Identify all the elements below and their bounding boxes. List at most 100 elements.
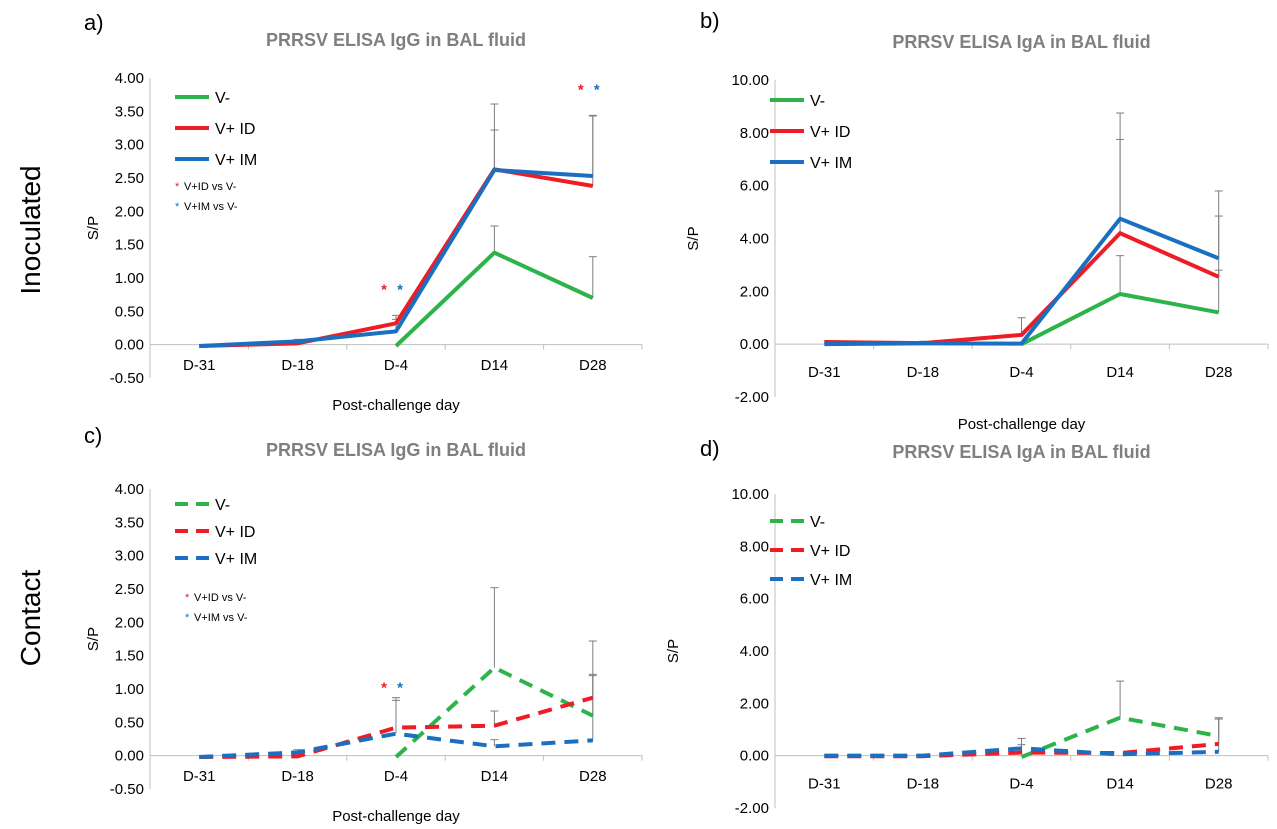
panel-a-x-title: Post-challenge day xyxy=(332,397,460,414)
panel-c-annotation-label: V+ID vs V- xyxy=(194,592,247,604)
panel-c-ytick-label: 0.50 xyxy=(115,714,144,731)
panel-a-annotation-label: V+ID vs V- xyxy=(184,181,237,193)
panel-a-series-v-line xyxy=(394,250,594,348)
panel-b-legend-label: V+ IM xyxy=(810,155,852,172)
panel-c-y-title: S/P xyxy=(85,627,102,651)
panel-c-legend-label: V+ ID xyxy=(215,524,255,541)
panel-b-xtick-label: D28 xyxy=(1205,364,1233,381)
panel-d-xtick-label: D14 xyxy=(1106,776,1134,793)
panel-c-ytick-label: 1.00 xyxy=(115,681,144,698)
panel-a-y-title: S/P xyxy=(85,216,102,240)
panel-a-significance-star: * xyxy=(578,82,584,99)
panel-b-title: PRRSV ELISA IgA in BAL fluid xyxy=(892,32,1150,52)
panel-c-chart: c) PRRSV ELISA IgG in BAL fluid -0.50 0.00 0… xyxy=(84,423,643,825)
panel-a-annotation-star: * xyxy=(175,201,180,213)
panel-b-series-v-line xyxy=(1020,291,1220,346)
panel-a-ytick-label: 2.00 xyxy=(115,203,144,220)
panel-c-ytick-label: -0.50 xyxy=(110,781,144,798)
panel-d-ytick-label: 6.00 xyxy=(740,591,769,608)
panel-c-series-vid-line xyxy=(199,695,594,759)
panel-d-legend-label: V- xyxy=(810,514,825,531)
panel-c-xtick-label: D28 xyxy=(579,768,607,785)
panel-a-ytick-label: 4.00 xyxy=(115,70,144,87)
panel-b-legend-label: V+ ID xyxy=(810,124,850,141)
panel-a-title: PRRSV ELISA IgG in BAL fluid xyxy=(266,30,526,50)
panel-b-ytick-label: 0.00 xyxy=(740,336,769,353)
panel-d-ytick-label: 2.00 xyxy=(740,695,769,712)
panel-c-x-title: Post-challenge day xyxy=(332,808,460,825)
panel-a-ytick-label: 3.00 xyxy=(115,137,144,154)
panel-d-xtick-label: D28 xyxy=(1205,776,1233,793)
panel-d-xtick-label: D-4 xyxy=(1009,776,1033,793)
panel-a-xtick-label: D28 xyxy=(579,357,607,374)
panel-c-annotation-star: * xyxy=(185,612,190,624)
panel-c-ytick-label: 2.00 xyxy=(115,614,144,631)
panel-c-xtick-label: D-31 xyxy=(183,768,216,785)
panel-a-series-vim-line xyxy=(199,168,593,348)
panel-c-ytick-label: 4.00 xyxy=(115,481,144,498)
panel-c-legend-label: V+ IM xyxy=(215,551,257,568)
row-label-contact: Contact xyxy=(15,570,46,667)
panel-a-significance-star: * xyxy=(594,82,600,99)
panel-c-ytick-label: 2.50 xyxy=(115,581,144,598)
panel-b-ytick-label: -2.00 xyxy=(735,389,769,406)
panel-d-legend-label: V+ ID xyxy=(810,543,850,560)
panel-c-annotation-label: V+IM vs V- xyxy=(194,612,248,624)
panel-d-ytick-label: 0.00 xyxy=(740,748,769,765)
panel-a-xtick-label: D14 xyxy=(481,357,509,374)
panel-b-xtick-label: D-18 xyxy=(907,364,940,381)
panel-b-xtick-label: D14 xyxy=(1106,364,1134,381)
panel-a-xtick-label: D-4 xyxy=(384,357,408,374)
panel-c-significance-star: * xyxy=(397,679,403,696)
panel-d-x-title: Post-challenge day xyxy=(958,827,1086,829)
panel-c-ytick-label: 3.00 xyxy=(115,548,144,565)
panel-a-legend-label: V+ IM xyxy=(215,152,257,169)
panel-c-ytick-label: 0.00 xyxy=(115,748,144,765)
panel-b-ytick-label: 2.00 xyxy=(740,283,769,300)
panel-a-ytick-label: -0.50 xyxy=(110,370,144,387)
panel-a-legend-label: V+ ID xyxy=(215,121,255,138)
panel-d-title: PRRSV ELISA IgA in BAL fluid xyxy=(892,442,1150,462)
panel-c-legend-label: V- xyxy=(215,497,230,514)
panel-b-legend-label: V- xyxy=(810,93,825,110)
panel-b-series-vim-line xyxy=(824,216,1220,347)
panel-a-ytick-label: 1.00 xyxy=(115,270,144,287)
panel-c-xtick-label: D-18 xyxy=(281,768,314,785)
panel-a-chart: a) PRRSV ELISA IgG in BAL fluid -0.50 0.00 0… xyxy=(84,10,643,414)
panel-a-significance-star: * xyxy=(397,282,403,299)
panel-c-significance-star: * xyxy=(381,679,387,696)
panel-a-xtick-label: D-31 xyxy=(183,357,216,374)
panel-d-ytick-label: 8.00 xyxy=(740,538,769,555)
panel-b-x-title: Post-challenge day xyxy=(958,416,1086,433)
panel-d-chart: d) PRRSV ELISA IgA in BAL fluid -2.00 0.00 2… xyxy=(665,436,1269,829)
panel-b-xtick-label: D-31 xyxy=(808,364,841,381)
panel-a-ytick-label: 0.00 xyxy=(115,337,144,354)
panel-a-ytick-label: 1.50 xyxy=(115,237,144,254)
panel-b-chart: b) PRRSV ELISA IgA in BAL fluid -2.00 0.00 2… xyxy=(685,8,1269,433)
panel-d-series-vim-line xyxy=(824,746,1219,758)
panel-a-letter: a) xyxy=(84,10,104,35)
panel-d-xtick-label: D-31 xyxy=(808,776,841,793)
panel-d-ytick-label: 4.00 xyxy=(740,643,769,660)
panel-a-ytick-label: 2.50 xyxy=(115,170,144,187)
panel-b-ytick-label: 4.00 xyxy=(740,231,769,248)
panel-c-annotation-star: * xyxy=(185,592,190,604)
panel-b-ytick-label: 8.00 xyxy=(740,125,769,142)
panel-d-legend-label: V+ IM xyxy=(810,572,852,589)
panel-d-series-vid-line xyxy=(824,741,1219,759)
panel-c-series-vim-line xyxy=(199,731,593,759)
panel-c-letter: c) xyxy=(84,423,102,448)
panel-c-xtick-label: D14 xyxy=(481,768,509,785)
panel-a-significance-star: * xyxy=(381,282,387,299)
panel-b-letter: b) xyxy=(700,8,720,33)
row-label-inoculated: Inoculated xyxy=(15,165,46,294)
panel-b-y-title: S/P xyxy=(685,226,702,250)
panel-d-letter: d) xyxy=(700,436,720,461)
panel-c-ytick-label: 3.50 xyxy=(115,514,144,531)
panel-d-y-title: S/P xyxy=(665,639,682,663)
panel-a-ytick-label: 0.50 xyxy=(115,303,144,320)
panel-c-title: PRRSV ELISA IgG in BAL fluid xyxy=(266,440,526,460)
panel-a-ytick-label: 3.50 xyxy=(115,103,144,120)
panel-d-xtick-label: D-18 xyxy=(907,776,940,793)
